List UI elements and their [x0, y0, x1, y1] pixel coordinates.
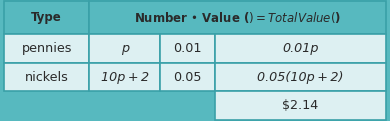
Bar: [215, 91, 386, 120]
Text: 0.01: 0.01: [173, 42, 202, 55]
Text: 10p + 2: 10p + 2: [101, 71, 149, 84]
Bar: [215, 63, 386, 91]
Text: nickels: nickels: [25, 71, 69, 84]
Text: Number • Value ($) = Total Value ($): Number • Value ($) = Total Value ($): [134, 10, 341, 25]
Bar: [160, 63, 215, 91]
Text: 0.05: 0.05: [173, 71, 202, 84]
Text: 0.01p: 0.01p: [282, 42, 319, 55]
Text: pennies: pennies: [21, 42, 72, 55]
Bar: [89, 34, 160, 63]
Bar: [89, 1, 386, 34]
Bar: [4, 63, 89, 91]
Bar: [215, 34, 386, 63]
Bar: [4, 1, 89, 34]
Text: Type: Type: [31, 11, 62, 24]
Bar: [4, 34, 89, 63]
Bar: [160, 34, 215, 63]
Text: p: p: [121, 42, 129, 55]
Bar: [89, 63, 160, 91]
Text: 0.05(10p + 2): 0.05(10p + 2): [257, 71, 344, 84]
Text: $2.14: $2.14: [282, 99, 319, 112]
